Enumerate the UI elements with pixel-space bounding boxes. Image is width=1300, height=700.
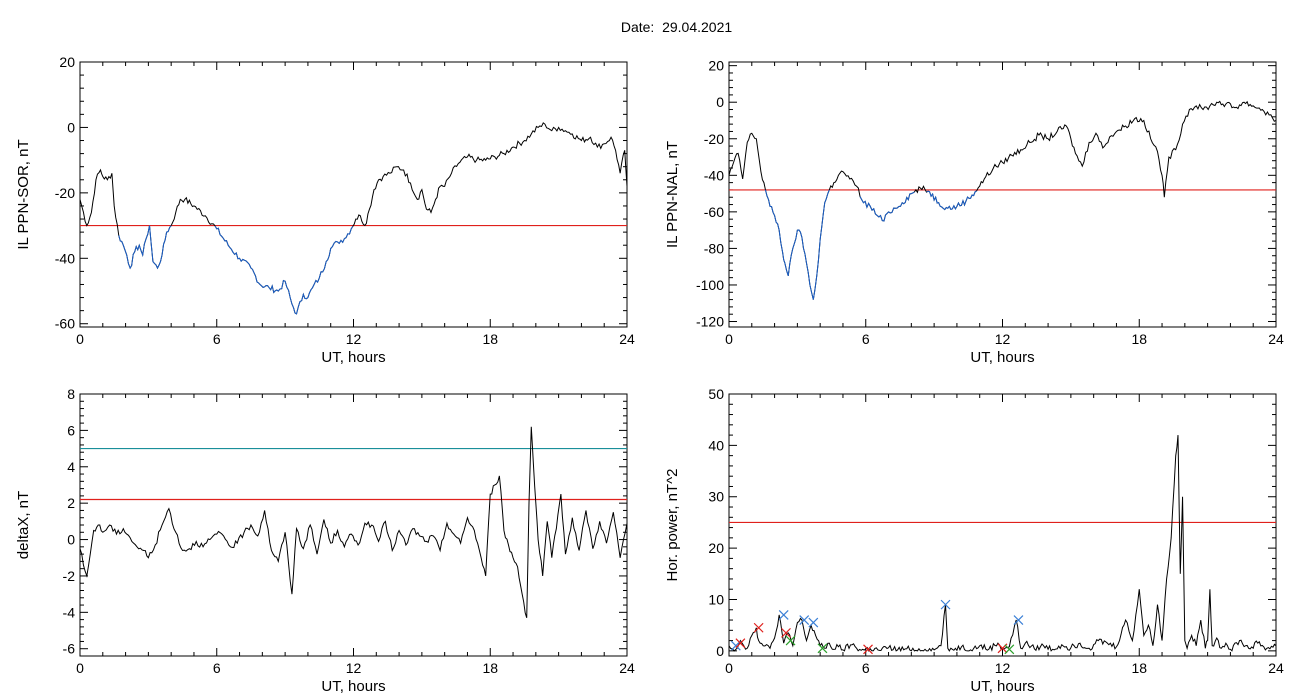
x-tick-label: 24	[1268, 331, 1284, 347]
x-tick-label: 6	[213, 331, 221, 347]
y-tick-label: 20	[708, 58, 724, 74]
x-tick-label: 12	[995, 331, 1011, 347]
x-tick-label: 6	[213, 660, 221, 676]
y-tick-label: 2	[67, 495, 75, 511]
x-axis-label: UT, hours	[321, 678, 385, 695]
y-tick-label: -60	[55, 316, 75, 332]
y-tick-label: 50	[708, 386, 724, 402]
y-tick-label: -4	[63, 604, 76, 620]
y-tick-label: -100	[696, 277, 724, 293]
x-marker	[778, 609, 789, 620]
plot-area	[80, 122, 627, 315]
data-line	[80, 122, 627, 315]
x-tick-label: 18	[1131, 660, 1147, 676]
x-tick-label: 0	[76, 660, 84, 676]
data-line	[729, 435, 1276, 653]
x-axis-label: UT, hours	[321, 349, 385, 366]
x-marker	[808, 617, 819, 628]
y-tick-label: -20	[55, 185, 75, 201]
date-value: 29.04.2021	[662, 19, 733, 35]
x-tick-label: 18	[482, 331, 498, 347]
x-tick-label: 12	[346, 331, 362, 347]
y-tick-label: 20	[708, 540, 724, 556]
plot-area	[729, 100, 1276, 300]
x-marker	[735, 638, 746, 649]
y-tick-label: 10	[708, 591, 724, 607]
x-tick-label: 6	[862, 660, 870, 676]
plot-frame	[79, 61, 628, 328]
date-label: Date:	[620, 19, 655, 35]
x-marker	[730, 640, 741, 651]
chart-panel-sor: 0 6 12 18 24 -60 -40 -20 0 20 UT, hours IL PPN-SOR,…	[15, 54, 635, 366]
data-line	[729, 100, 1276, 300]
x-marker	[799, 615, 810, 625]
figure-date-header: Date: 29.04.2021	[0, 19, 1300, 35]
x-marker	[785, 635, 796, 646]
x-marker	[940, 599, 951, 610]
plot-area	[80, 426, 627, 618]
x-axis-label: UT, hours	[970, 678, 1034, 695]
y-tick-label: -2	[63, 568, 76, 584]
x-tick-label: 0	[76, 331, 84, 347]
x-marker	[753, 622, 764, 633]
y-tick-label: 0	[67, 532, 75, 548]
y-axis-label: Hor. power, nT^2	[664, 469, 681, 582]
x-marker	[1013, 615, 1024, 625]
y-tick-label: -120	[696, 314, 724, 330]
x-tick-label: 24	[619, 660, 635, 676]
y-tick-label: -40	[704, 167, 724, 183]
y-axis-label: IL PPN-NAL, nT	[664, 141, 681, 248]
below-threshold-line	[765, 190, 1164, 300]
x-tick-label: 24	[1268, 660, 1284, 676]
y-axis-label: deltaX, nT	[15, 491, 32, 559]
y-tick-label: 6	[67, 422, 75, 438]
x-tick-label: 12	[995, 660, 1011, 676]
y-tick-label: 0	[67, 119, 75, 135]
y-tick-label: 0	[716, 643, 724, 659]
x-marker	[817, 643, 828, 654]
below-threshold-line	[119, 226, 365, 314]
y-tick-label: -20	[704, 131, 724, 147]
x-tick-label: 6	[862, 331, 870, 347]
chart-panel-power: 0 6 12 18 24 0 10 20 30 40 50 UT, hours Hor. power, …	[664, 386, 1284, 695]
x-tick-label: 0	[725, 331, 733, 347]
y-tick-label: 40	[708, 437, 724, 453]
x-tick-label: 18	[482, 660, 498, 676]
x-marker	[781, 627, 791, 638]
x-tick-label: 0	[725, 660, 733, 676]
y-tick-label: 20	[59, 54, 75, 70]
plot-frame	[728, 61, 1277, 328]
x-marker	[863, 644, 873, 655]
y-tick-label: -6	[63, 641, 76, 657]
data-line	[80, 426, 627, 618]
x-axis-label: UT, hours	[970, 349, 1034, 366]
y-tick-label: 4	[67, 459, 75, 475]
y-axis-label: IL PPN-SOR, nT	[15, 139, 32, 249]
y-tick-label: 0	[716, 94, 724, 110]
y-tick-label: -60	[704, 204, 724, 220]
chart-panel-nal: 0 6 12 18 24 -120 -100 -80 -60 -40 -20 0 20 UT, hours…	[664, 58, 1284, 366]
y-tick-label: -40	[55, 250, 75, 266]
x-tick-label: 18	[1131, 331, 1147, 347]
x-tick-label: 24	[619, 331, 635, 347]
y-tick-label: 30	[708, 489, 724, 505]
y-tick-label: -80	[704, 240, 724, 256]
y-tick-label: 8	[67, 386, 75, 402]
plot-area	[729, 435, 1276, 655]
x-marker	[1004, 644, 1015, 655]
plot-frame	[728, 393, 1277, 657]
x-tick-label: 12	[346, 660, 362, 676]
